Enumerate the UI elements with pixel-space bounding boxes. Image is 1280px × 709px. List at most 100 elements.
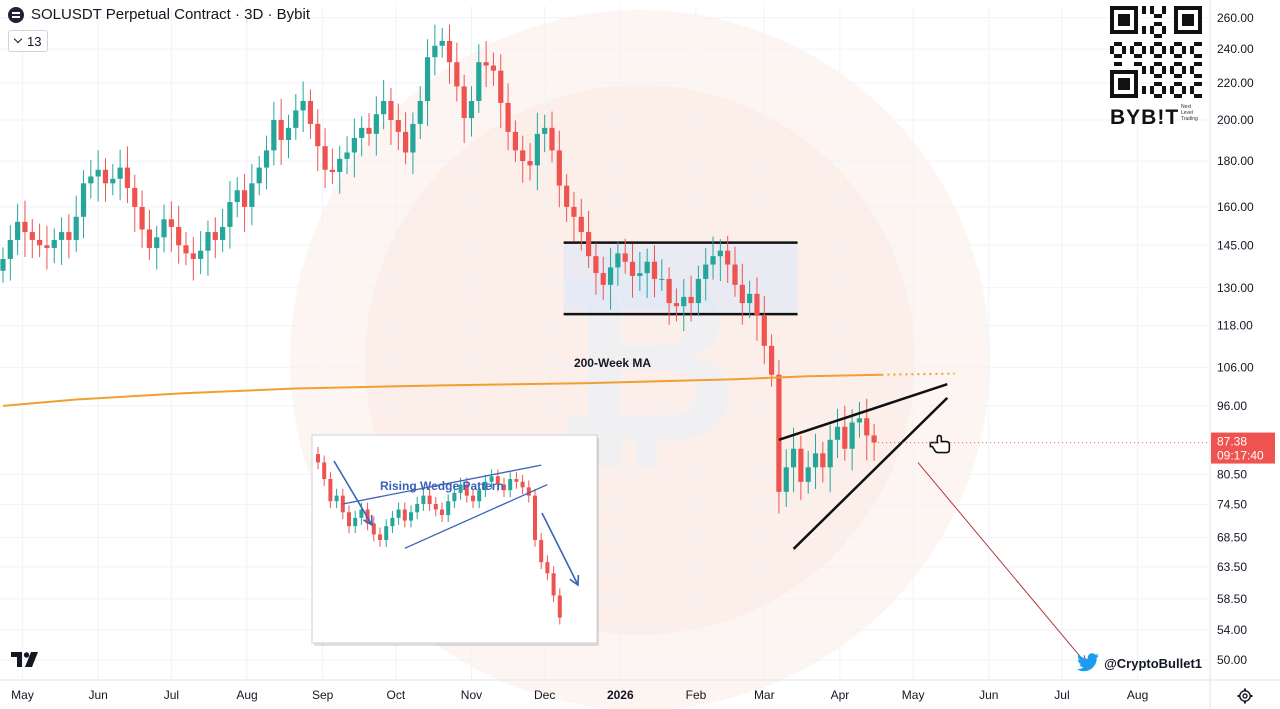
qr-module — [1178, 54, 1182, 58]
time-tick-label: Aug — [236, 688, 257, 702]
candle — [549, 111, 555, 163]
candle — [622, 238, 628, 274]
chart-header: SOLUSDT Perpetual Contract · 3D · Bybit — [8, 6, 310, 23]
candle-body — [505, 102, 511, 132]
candle — [578, 198, 584, 251]
chart-title: SOLUSDT Perpetual Contract · 3D · Bybit — [31, 6, 310, 23]
inset-candle-body — [328, 479, 333, 502]
candle-body — [329, 169, 335, 173]
time-axis[interactable]: May Jun Jul Aug Sep Oct Nov Dec 2026 Feb Mar Apr May… — [0, 679, 1280, 702]
candle-body — [410, 123, 416, 153]
candle — [666, 267, 672, 325]
inset-candle-body — [545, 562, 550, 574]
candle-body — [666, 278, 672, 304]
candle — [446, 24, 453, 84]
last-price-bg — [1211, 432, 1275, 464]
candle — [520, 135, 526, 183]
qr-module — [1118, 62, 1122, 66]
candle-body — [403, 131, 409, 153]
author-name: @CryptoBullet1 — [1104, 655, 1202, 671]
candle — [73, 195, 79, 252]
candle — [717, 239, 723, 282]
candle-body — [322, 146, 328, 170]
time-tick-label: Jul — [1054, 688, 1069, 702]
qr-module — [1114, 42, 1118, 46]
inset-candle — [508, 472, 513, 498]
candle-body — [44, 245, 50, 248]
inset-candle — [427, 488, 432, 511]
candle — [805, 450, 811, 494]
qr-module — [1162, 46, 1166, 50]
qr-module — [1134, 62, 1138, 66]
candle-body — [234, 190, 240, 203]
candle — [161, 204, 167, 253]
price-tick-label: 118.00 — [1217, 319, 1253, 333]
time-tick-label: Aug — [1127, 688, 1148, 702]
candle-body — [769, 345, 775, 375]
candle-body — [241, 190, 248, 207]
inset-candle — [328, 472, 333, 509]
inset-candle-body — [440, 509, 444, 516]
candle-body — [681, 296, 687, 307]
qr-module — [1174, 42, 1178, 46]
indicator-toggle[interactable]: 13 — [8, 30, 49, 52]
candle — [176, 205, 182, 264]
qr-module — [1154, 14, 1158, 18]
candle-body — [600, 273, 606, 285]
consolidation-range — [563, 241, 798, 316]
candle — [454, 42, 460, 102]
candle — [124, 146, 131, 204]
candle-body — [432, 45, 438, 58]
candle — [351, 118, 357, 178]
qr-module — [1198, 54, 1202, 58]
time-tick-label: Sep — [312, 688, 334, 702]
candle-body — [227, 202, 233, 227]
inset-candle — [551, 566, 556, 603]
candle — [754, 277, 760, 341]
candle — [812, 433, 819, 489]
settings-gear-icon[interactable] — [1237, 688, 1253, 704]
candle-body — [651, 261, 658, 279]
candle — [337, 145, 343, 194]
projection-arrow-line — [917, 462, 1087, 665]
inset-wedge-upper — [342, 464, 542, 505]
candle-body — [263, 150, 270, 168]
candle-body — [439, 40, 445, 46]
tradingview-logo-icon[interactable] — [11, 652, 41, 668]
candle — [388, 87, 394, 145]
price-axis[interactable]: 260.00 240.00 220.00 200.00 180.00 160.00 145.… — [1209, 0, 1280, 709]
range-fill — [563, 242, 798, 315]
candle-body — [703, 264, 709, 279]
inset-candle-body — [347, 512, 351, 527]
qr-module — [1174, 74, 1178, 78]
candle — [95, 150, 101, 202]
qr-module — [1142, 86, 1146, 90]
candle — [586, 210, 592, 269]
candle-body — [212, 232, 218, 240]
candle-body — [468, 101, 475, 119]
qr-module — [1174, 82, 1178, 86]
candle-body — [805, 467, 811, 482]
candle — [842, 405, 848, 461]
candle-body — [417, 101, 423, 124]
candle-body — [271, 120, 277, 151]
candle-body — [359, 127, 365, 138]
candle-body — [285, 127, 292, 140]
candle-body — [659, 278, 665, 280]
pointing-hand-icon — [929, 434, 951, 454]
chevron-down-icon[interactable] — [13, 34, 23, 44]
candle-body — [798, 448, 804, 482]
price-tick-label: 220.00 — [1217, 76, 1254, 90]
candle — [783, 449, 789, 507]
qr-module — [1158, 94, 1162, 98]
qr-module — [1190, 66, 1194, 70]
candle — [15, 203, 21, 256]
time-tick-label: Apr — [831, 688, 850, 702]
candle — [607, 247, 614, 310]
price-axis-bg — [1210, 0, 1280, 680]
candle-body — [856, 418, 863, 423]
candle-body — [388, 101, 394, 121]
candle — [659, 259, 665, 291]
